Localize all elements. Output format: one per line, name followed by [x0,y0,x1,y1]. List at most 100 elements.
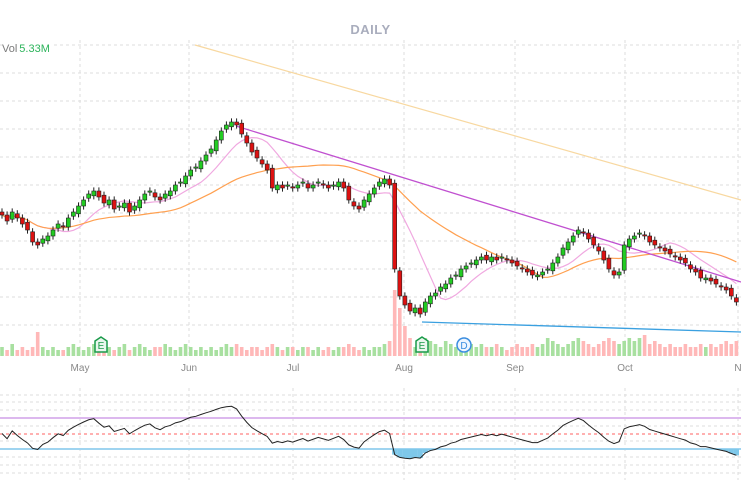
candle [66,214,71,231]
volume-bar [306,347,310,356]
chart-title: DAILY [350,22,391,37]
candle [371,184,377,198]
candle-body [371,187,377,195]
candle [652,236,658,249]
earnings-marker[interactable]: E [415,336,429,353]
candle-body [591,236,596,246]
candle-body [81,199,86,207]
oversold-fill [412,449,418,458]
x-tick-label: Jun [181,363,197,374]
candle-body [290,186,296,189]
volume-bar [714,347,718,356]
candle [40,235,46,247]
volume-bar [35,332,40,356]
candle [412,304,418,317]
candle-body [611,270,617,276]
volume-bar [678,347,683,356]
x-tick-label: Sep [506,363,524,374]
candle [422,298,428,316]
candle [249,139,255,156]
candle-body [397,270,403,297]
volume-bar [479,344,484,356]
volume-bar [372,347,377,356]
volume-bar [392,290,397,356]
candle-body [718,285,724,288]
candle-body [723,286,729,291]
candle [117,202,122,211]
candle-body [346,185,352,201]
candle [530,266,535,279]
candle [586,229,591,243]
candle-body [45,235,51,242]
candle [101,191,107,207]
candle [203,151,209,165]
candle-body [417,307,423,315]
volume-bar [663,347,667,356]
candle [402,292,408,309]
volume-bar [469,344,473,356]
candle [127,199,132,216]
volume-bar [326,347,331,356]
candle-body [249,142,255,153]
candle [178,178,183,187]
candle-body [106,199,112,206]
candle-body [545,268,551,271]
candle-body [479,256,484,261]
candle [4,211,10,225]
candle-body [25,221,30,231]
candle-body [173,184,178,192]
candle [229,118,234,131]
candle [626,235,632,251]
volume-bar [454,347,458,356]
volume-bar [357,350,361,356]
volume-bar [255,347,259,356]
volume-bar [158,347,162,356]
candle [734,294,739,306]
candle-body [66,217,71,228]
volume-bar [15,350,20,356]
volume-bar [673,347,677,356]
candle [509,256,515,267]
earnings-marker[interactable]: E [94,336,108,353]
volume-bar [408,338,412,356]
volume-bar [698,344,703,356]
candle-body [35,241,41,246]
candle-body [443,283,449,290]
candle-body [428,295,433,305]
candle-body [667,248,673,255]
candle-body [555,256,561,264]
volume-bar [382,344,387,356]
candle [596,243,602,255]
sma-long-line [194,44,741,201]
volume-bar [219,347,224,356]
volume-bar [153,347,157,356]
volume-bar [530,344,535,356]
candle-body [606,257,612,270]
volume-bar [489,347,494,356]
volume-bar [362,347,366,356]
candle-body [117,205,122,208]
candle-body [295,184,301,189]
candle [264,160,270,174]
candle [550,259,556,275]
volume-bar [188,347,193,356]
candle [71,208,76,220]
candle [728,284,734,300]
oversold-fill [422,449,428,453]
candle-body [499,256,505,259]
candle [473,256,479,269]
candle [20,214,25,228]
candle-body [20,217,25,225]
volume-bar [586,344,591,356]
candle-body [219,130,224,141]
candle-body [693,268,698,273]
oversold-fill [427,449,433,451]
candle-body [213,139,219,152]
volume-bar [612,341,616,356]
candle [453,271,459,280]
dividend-marker[interactable]: D [456,337,472,353]
volume-bar [316,347,320,356]
candle-body [683,257,688,264]
volume-bar [0,347,4,356]
